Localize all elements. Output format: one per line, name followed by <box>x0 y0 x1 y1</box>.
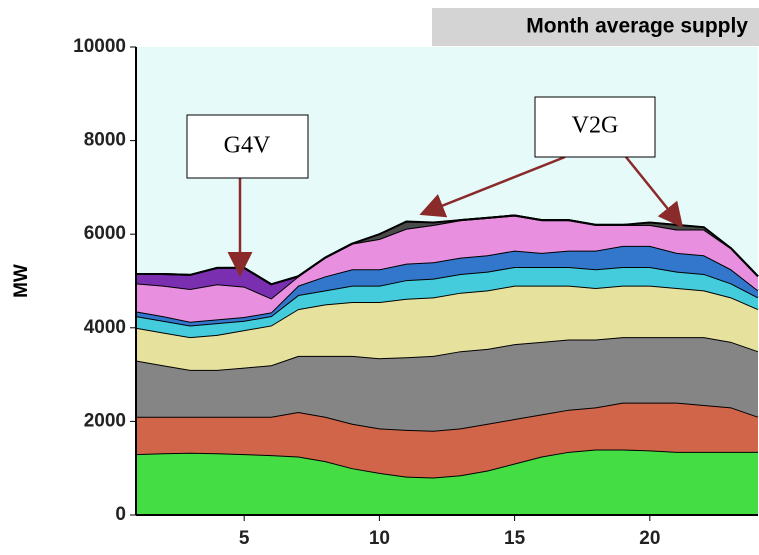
y-tick-label: 2000 <box>84 410 126 431</box>
x-tick-label: 20 <box>639 528 660 549</box>
y-tick-label: 6000 <box>84 223 126 244</box>
y-axis-label: MW <box>11 264 32 298</box>
y-tick-label: 4000 <box>84 317 126 338</box>
area <box>136 266 758 338</box>
arrow <box>625 156 684 228</box>
title-box <box>432 8 759 46</box>
annotation: G4V <box>224 133 271 159</box>
y-tick-label: 8000 <box>84 130 126 151</box>
annotation: V2G <box>572 113 619 139</box>
area <box>136 215 758 322</box>
area <box>136 337 758 431</box>
annotation-box <box>534 96 656 158</box>
area <box>136 449 758 515</box>
y-tick-label: 0 <box>115 504 126 525</box>
area <box>136 245 758 326</box>
area <box>136 402 758 478</box>
annotation-box <box>186 114 309 179</box>
y-tick-label: 10000 <box>73 36 126 57</box>
x-tick-label: 15 <box>504 528 526 549</box>
x-tick-label: 10 <box>369 528 390 549</box>
arrow <box>419 155 566 218</box>
x-tick-label: 5 <box>239 528 250 549</box>
area <box>136 285 758 370</box>
chart-title: Month average supply <box>526 15 748 38</box>
